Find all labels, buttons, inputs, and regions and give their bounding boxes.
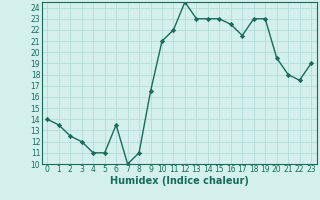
X-axis label: Humidex (Indice chaleur): Humidex (Indice chaleur) bbox=[110, 176, 249, 186]
